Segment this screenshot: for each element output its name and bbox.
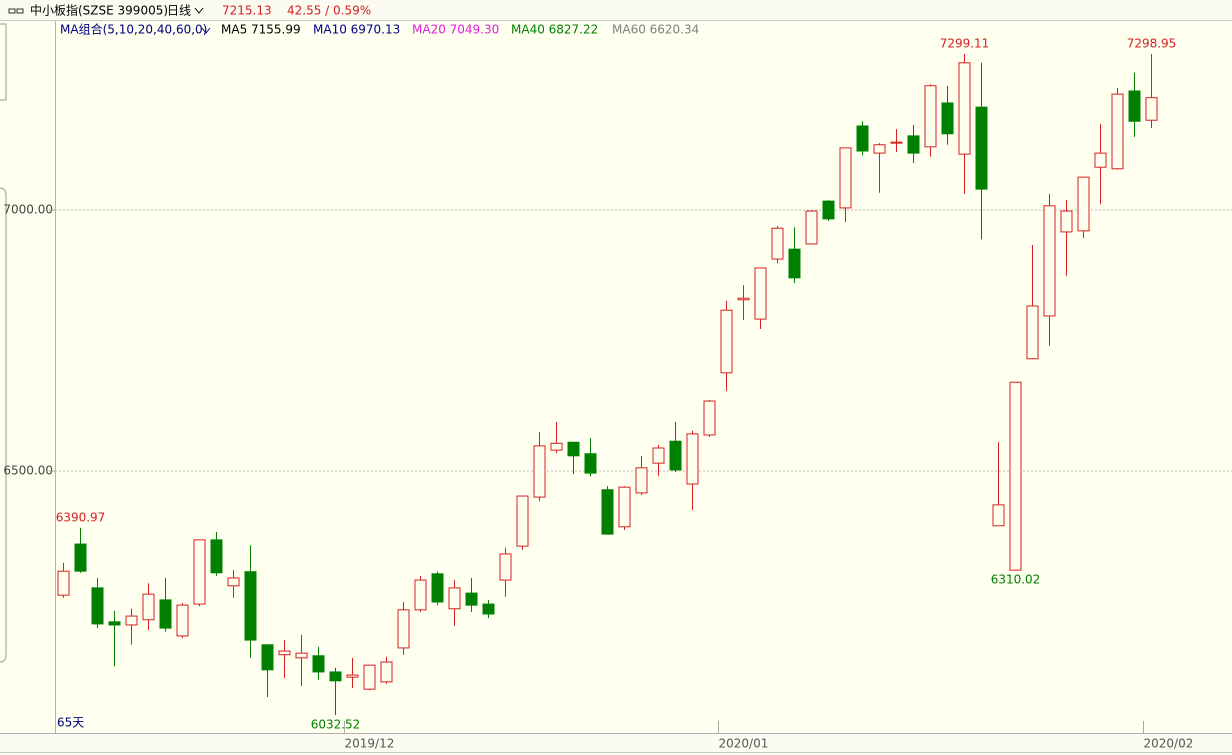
x-tick-label: 2020/01 — [719, 737, 769, 751]
candle-body — [465, 592, 478, 606]
high-label: 6390.97 — [56, 510, 106, 524]
candle-body — [482, 603, 495, 615]
candle-body — [414, 579, 427, 611]
candle-body — [74, 543, 87, 572]
candle-body — [771, 227, 784, 260]
candle-body — [1043, 205, 1056, 317]
candle-body — [533, 445, 546, 498]
candle-body — [278, 650, 291, 656]
candle-body — [346, 674, 359, 678]
candle-body — [992, 504, 1005, 527]
last-price: 7215.13 — [222, 4, 272, 18]
candle-body — [108, 621, 121, 626]
candle-body — [193, 539, 206, 605]
candle-body — [431, 573, 444, 603]
y-tick-label: 7000.00 — [3, 202, 53, 216]
candle-body — [822, 200, 835, 220]
candle-body — [516, 495, 529, 547]
x-axis-bar — [0, 734, 1232, 755]
candle-body — [1077, 176, 1090, 232]
candle-body — [329, 671, 342, 682]
candle-body — [261, 644, 274, 671]
ma-legend-item: MA40 6827.22 — [511, 23, 598, 37]
candle-body — [244, 571, 257, 641]
candle-body — [737, 297, 750, 301]
candle-body — [941, 102, 954, 135]
header-bar — [0, 0, 1232, 20]
high-label: 7298.95 — [1127, 36, 1177, 50]
candle-body — [890, 141, 903, 144]
candle-body — [499, 553, 512, 581]
side-panel-edge — [0, 23, 7, 663]
ma-legend-item: MA5 7155.99 — [221, 23, 301, 37]
ma-legend-item: MA20 7049.30 — [412, 23, 499, 37]
candle-body — [448, 587, 461, 610]
candle-body — [1094, 152, 1107, 168]
ma-legend-item: MA60 6620.34 — [612, 23, 699, 37]
x-tick-label: 2019/12 — [345, 737, 395, 751]
index-title: 中小板指(SZSE 399005) — [30, 3, 168, 18]
candle-body — [176, 604, 189, 637]
ma-legend-item: MA10 6970.13 — [313, 23, 400, 37]
candle-body — [380, 661, 393, 683]
candle-body — [720, 309, 733, 374]
candle-body — [652, 447, 665, 464]
header-icon — [8, 8, 24, 14]
low-label: 6310.02 — [991, 573, 1041, 587]
candle-body — [1111, 93, 1124, 170]
price-change: 42.55 / 0.59% — [287, 4, 371, 18]
ma-legend-chevron — [201, 27, 211, 34]
candle-body — [1128, 90, 1141, 122]
candle-body — [686, 433, 699, 485]
candle-body — [839, 147, 852, 209]
candle-body — [788, 248, 801, 279]
candle-body — [1026, 305, 1039, 360]
candle-body — [550, 442, 563, 451]
candle-body — [312, 655, 325, 673]
candle-body — [1009, 381, 1022, 571]
candle-body — [397, 609, 410, 649]
candle-body — [754, 267, 767, 320]
low-label: 6032.52 — [311, 717, 361, 731]
candle-body — [873, 144, 886, 154]
ma-legend-item: MA组合(5,10,20,40,60,0) — [60, 22, 207, 37]
candle-body — [567, 441, 580, 457]
candle-body — [125, 615, 138, 626]
candle-body — [975, 106, 988, 190]
window-label: 65天 — [57, 716, 84, 730]
candle-body — [703, 400, 716, 436]
candle-body — [618, 486, 631, 528]
candle-body — [57, 570, 70, 596]
candle-body — [142, 593, 155, 621]
candle-body — [159, 599, 172, 629]
candle-body — [805, 210, 818, 245]
candle-body — [958, 62, 971, 155]
candle-body — [1145, 97, 1158, 121]
candle-body — [91, 587, 104, 625]
period-selector[interactable]: 日线 — [167, 4, 191, 18]
candle-body — [295, 652, 308, 659]
candle-body — [924, 85, 937, 148]
candle-body — [635, 467, 648, 494]
candle-body — [584, 453, 597, 474]
candle-body — [1060, 210, 1073, 233]
x-tick-label: 2020/02 — [1144, 737, 1194, 751]
period-chevron[interactable] — [194, 7, 204, 14]
candle-body — [907, 135, 920, 154]
candle-body — [601, 489, 614, 535]
y-tick-label: 6500.00 — [3, 463, 53, 477]
high-label: 7299.11 — [940, 36, 990, 50]
candle-body — [363, 664, 376, 690]
candle-body — [227, 577, 240, 587]
candle-body — [669, 440, 682, 471]
candle-body — [856, 125, 869, 152]
candle-body — [210, 539, 223, 574]
